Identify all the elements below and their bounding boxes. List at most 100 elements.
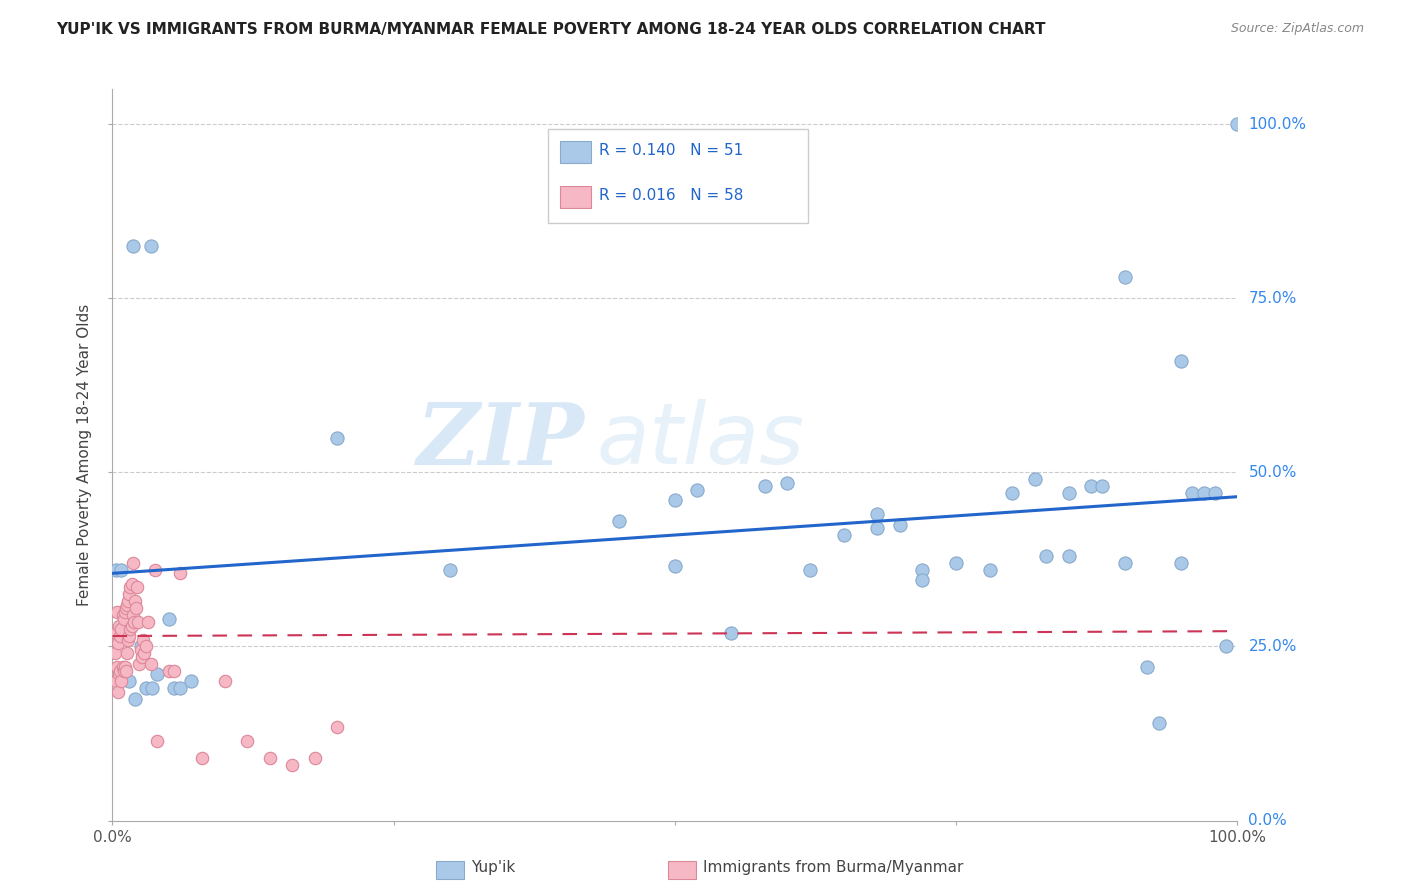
Point xyxy=(191,751,214,765)
Point xyxy=(214,674,236,689)
Point xyxy=(1057,486,1080,500)
Point xyxy=(121,239,143,253)
Point xyxy=(180,674,202,689)
Point xyxy=(112,612,135,626)
Point xyxy=(135,681,157,696)
Point xyxy=(135,640,157,654)
Y-axis label: Female Poverty Among 18-24 Year Olds: Female Poverty Among 18-24 Year Olds xyxy=(77,304,93,606)
Point xyxy=(120,580,142,594)
Point xyxy=(104,647,127,661)
Point xyxy=(1024,472,1046,486)
Point xyxy=(157,664,180,678)
Point xyxy=(1114,270,1136,285)
Point xyxy=(1204,486,1226,500)
Point xyxy=(107,685,129,699)
Point xyxy=(1091,479,1114,493)
Point xyxy=(115,664,138,678)
Point xyxy=(118,674,141,689)
Text: 100.0%: 100.0% xyxy=(1249,117,1306,131)
Point xyxy=(304,751,326,765)
Point xyxy=(1080,479,1102,493)
Point xyxy=(326,430,349,444)
Point xyxy=(146,733,169,747)
Point xyxy=(129,643,152,657)
Point xyxy=(866,507,889,521)
Point xyxy=(1170,354,1192,368)
Point xyxy=(121,576,143,591)
Text: 0.0%: 0.0% xyxy=(1249,814,1286,828)
Text: R = 0.140   N = 51: R = 0.140 N = 51 xyxy=(599,144,744,158)
Point xyxy=(832,528,855,542)
Point xyxy=(132,647,155,661)
Point xyxy=(911,563,934,577)
Text: 50.0%: 50.0% xyxy=(1249,465,1296,480)
Point xyxy=(1226,117,1249,131)
Point xyxy=(112,664,135,678)
Point xyxy=(143,563,166,577)
Point xyxy=(664,493,686,508)
Text: R = 0.016   N = 58: R = 0.016 N = 58 xyxy=(599,188,744,202)
Point xyxy=(108,667,131,681)
Point xyxy=(124,594,146,608)
Point xyxy=(121,608,143,623)
Point xyxy=(110,674,132,689)
Point xyxy=(110,563,132,577)
Point xyxy=(127,615,149,629)
Text: Immigrants from Burma/Myanmar: Immigrants from Burma/Myanmar xyxy=(703,860,963,874)
Point xyxy=(754,479,776,493)
Point xyxy=(1114,556,1136,570)
Point xyxy=(121,618,143,632)
Point xyxy=(104,625,127,640)
Point xyxy=(132,632,155,647)
Point xyxy=(114,660,136,674)
Point xyxy=(112,608,135,623)
Point xyxy=(664,559,686,574)
Point xyxy=(169,566,191,581)
Point xyxy=(128,657,150,671)
Point xyxy=(121,556,143,570)
Point xyxy=(110,629,132,643)
Point xyxy=(1181,486,1204,500)
Point xyxy=(259,751,281,765)
Point xyxy=(118,587,141,601)
Point xyxy=(141,681,163,696)
Text: 75.0%: 75.0% xyxy=(1249,291,1296,306)
Point xyxy=(1170,556,1192,570)
Point xyxy=(139,239,162,253)
Point xyxy=(139,657,162,671)
Text: Yup'ik: Yup'ik xyxy=(471,860,515,874)
Point xyxy=(163,664,186,678)
Point xyxy=(799,563,821,577)
Point xyxy=(111,608,134,623)
Point xyxy=(127,580,149,594)
Text: ZIP: ZIP xyxy=(418,399,585,482)
Point xyxy=(107,636,129,650)
Point xyxy=(720,625,742,640)
Point xyxy=(117,632,139,647)
Point xyxy=(157,612,180,626)
Point xyxy=(1035,549,1057,563)
Point xyxy=(1215,640,1237,654)
Point xyxy=(115,601,138,615)
Point xyxy=(120,622,142,636)
Point xyxy=(1136,660,1159,674)
Point xyxy=(607,514,630,528)
Point xyxy=(439,563,461,577)
Point xyxy=(125,601,148,615)
Point xyxy=(911,574,934,588)
Point xyxy=(281,758,304,772)
Point xyxy=(117,594,139,608)
Point xyxy=(115,647,138,661)
Point xyxy=(163,681,186,696)
Point xyxy=(776,475,799,490)
Point xyxy=(146,667,169,681)
Point xyxy=(115,598,138,612)
Point xyxy=(686,483,709,497)
Point xyxy=(104,563,127,577)
Point xyxy=(326,720,349,734)
Point xyxy=(111,660,134,674)
Point xyxy=(108,618,131,632)
Point xyxy=(889,517,911,532)
Point xyxy=(105,605,128,619)
Point xyxy=(114,605,136,619)
